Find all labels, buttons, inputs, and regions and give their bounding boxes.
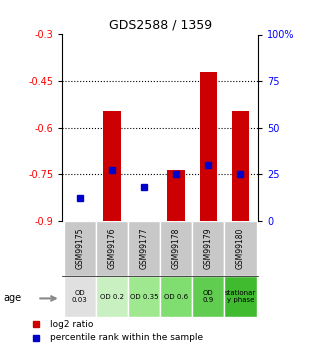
Bar xyxy=(160,276,192,317)
Bar xyxy=(225,221,257,276)
Text: OD
0.9: OD 0.9 xyxy=(203,290,214,303)
Text: percentile rank within the sample: percentile rank within the sample xyxy=(49,334,203,343)
Text: log2 ratio: log2 ratio xyxy=(49,320,93,329)
Text: age: age xyxy=(3,294,21,303)
Text: GSM99178: GSM99178 xyxy=(172,228,181,269)
Bar xyxy=(96,276,128,317)
Text: GSM99180: GSM99180 xyxy=(236,228,245,269)
Text: OD 0.35: OD 0.35 xyxy=(130,294,158,300)
Bar xyxy=(128,221,160,276)
Text: GSM99177: GSM99177 xyxy=(140,228,149,269)
Bar xyxy=(232,110,249,221)
Bar xyxy=(160,221,192,276)
Bar xyxy=(167,169,185,221)
Bar xyxy=(128,276,160,317)
Text: OD 0.2: OD 0.2 xyxy=(100,294,124,300)
Text: OD 0.6: OD 0.6 xyxy=(164,294,188,300)
Text: GSM99175: GSM99175 xyxy=(75,228,84,269)
Title: GDS2588 / 1359: GDS2588 / 1359 xyxy=(109,19,212,32)
Bar xyxy=(192,221,225,276)
Text: GSM99179: GSM99179 xyxy=(204,228,213,269)
Text: GSM99176: GSM99176 xyxy=(108,228,117,269)
Bar xyxy=(64,276,96,317)
Bar xyxy=(225,276,257,317)
Bar xyxy=(64,221,96,276)
Text: OD
0.03: OD 0.03 xyxy=(72,290,88,303)
Bar xyxy=(103,110,121,221)
Bar xyxy=(96,221,128,276)
Bar xyxy=(192,276,225,317)
Bar xyxy=(200,72,217,221)
Text: stationar
y phase: stationar y phase xyxy=(225,290,256,303)
